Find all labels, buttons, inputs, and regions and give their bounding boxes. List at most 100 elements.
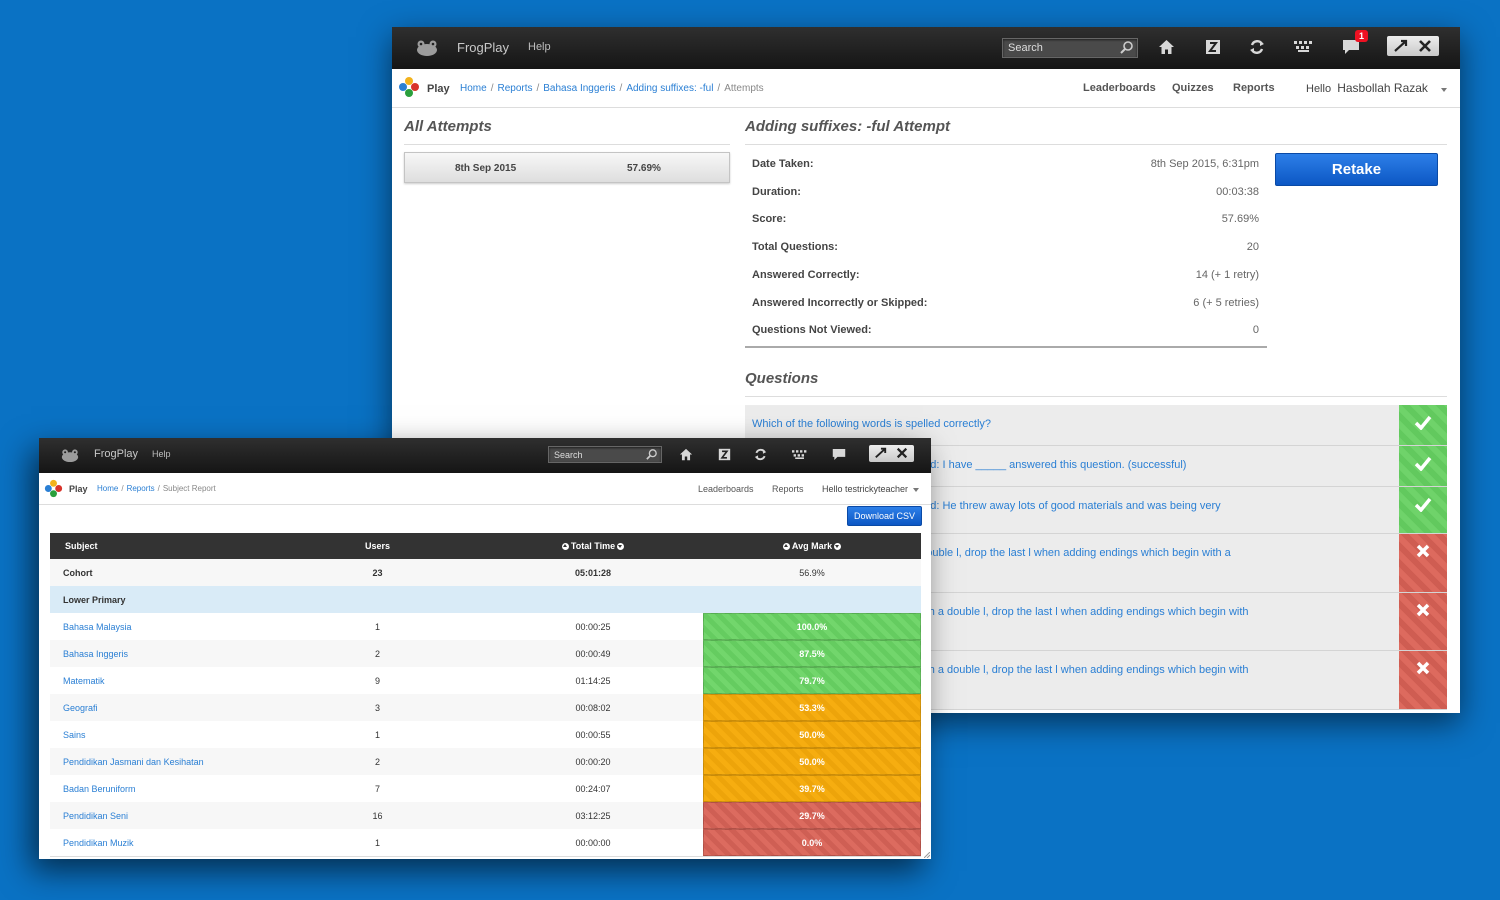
avg-mark-value: 50.0%	[703, 721, 921, 748]
user-menu[interactable]: Hello testrickyteacher	[822, 484, 909, 494]
menu-reports[interactable]: Reports	[1233, 82, 1275, 94]
users-value: 1	[374, 729, 380, 740]
avg-mark-value: 79.7%	[703, 667, 921, 694]
check-icon	[1414, 497, 1432, 512]
sync-icon[interactable]	[1249, 39, 1265, 55]
header-users-label: Users	[364, 541, 391, 551]
cohort-total-time: 05:01:28	[574, 567, 612, 578]
search-icon[interactable]	[1120, 41, 1133, 54]
play-label[interactable]: Play	[69, 484, 88, 494]
subject-link[interactable]: Badan Beruniform	[63, 783, 136, 794]
correct-mark	[1399, 487, 1447, 533]
stat-label: Answered Correctly:	[752, 268, 860, 281]
menu-leaderboards[interactable]: Leaderboards	[698, 484, 754, 494]
user-menu[interactable]: Hello Hasbollah Razak	[1306, 81, 1428, 95]
table-header: Subject Users Total Time Avg Mark	[50, 533, 921, 559]
minimize-icon[interactable]	[1393, 39, 1408, 53]
header-subject[interactable]: Subject	[65, 533, 265, 559]
header-total-time-label: Total Time	[570, 541, 616, 551]
total-time-value: 00:00:55	[575, 729, 611, 740]
divider	[745, 144, 1447, 145]
search-input[interactable]	[1002, 38, 1138, 58]
apps-icon[interactable]	[1205, 39, 1221, 55]
users-value: 3	[374, 702, 380, 713]
hello-label: Hello	[1306, 83, 1332, 95]
window-controls	[869, 445, 914, 462]
download-csv-button[interactable]: Download CSV	[847, 506, 922, 526]
chevron-down-icon[interactable]	[913, 488, 919, 492]
help-link[interactable]: Help	[528, 41, 551, 53]
subject-link[interactable]: Pendidikan Seni	[63, 810, 129, 821]
correct-mark	[1399, 405, 1447, 445]
breadcrumb-subject[interactable]: Bahasa Inggeris	[543, 83, 616, 94]
questions-title: Questions	[745, 370, 819, 387]
sync-icon[interactable]	[754, 448, 767, 461]
minimize-icon[interactable]	[874, 447, 887, 459]
attempt-row[interactable]: 8th Sep 2015 57.69%	[404, 152, 730, 183]
x-icon	[1416, 544, 1430, 558]
window-controls	[1387, 36, 1439, 56]
avg-mark-value: 50.0%	[703, 748, 921, 775]
table-row: Bahasa Malaysia 1 00:00:25 100.0%	[50, 613, 921, 641]
users-value: 2	[374, 756, 380, 767]
play-logo-icon[interactable]	[44, 479, 63, 498]
breadcrumb-home[interactable]: Home	[460, 83, 487, 94]
total-time-value: 03:12:25	[575, 810, 611, 821]
divider	[404, 144, 730, 145]
group-label: Lower Primary	[63, 594, 126, 605]
avg-mark-value: 39.7%	[703, 775, 921, 802]
subject-link[interactable]: Pendidikan Jasmani dan Kesihatan	[63, 756, 204, 767]
menu-quizzes[interactable]: Quizzes	[1172, 82, 1214, 94]
subject-report-window: FrogPlay Help	[39, 438, 931, 859]
frog-logo-icon[interactable]	[416, 40, 438, 56]
close-icon[interactable]	[896, 447, 908, 459]
apps-icon[interactable]	[718, 448, 731, 461]
breadcrumb-reports[interactable]: Reports	[497, 83, 533, 94]
help-link[interactable]: Help	[152, 449, 171, 459]
breadcrumb-quiz[interactable]: Adding suffixes: -ful	[626, 83, 714, 94]
home-icon[interactable]	[679, 448, 693, 461]
divider	[745, 396, 1447, 397]
breadcrumb-reports[interactable]: Reports	[126, 484, 155, 493]
chat-icon[interactable]	[832, 448, 846, 461]
close-icon[interactable]	[1418, 39, 1432, 53]
search-icon[interactable]	[646, 449, 657, 460]
breadcrumb-current: Attempts	[724, 83, 764, 94]
play-logo-icon[interactable]	[398, 76, 420, 98]
table-row: Pendidikan Jasmani dan Kesihatan 2 00:00:2…	[50, 748, 921, 776]
frog-logo-icon[interactable]	[61, 449, 79, 462]
subject-link[interactable]: Sains	[63, 729, 86, 740]
retake-button[interactable]: Retake	[1275, 153, 1438, 186]
subject-link[interactable]: Matematik	[63, 675, 105, 686]
keyboard-icon[interactable]	[1294, 41, 1314, 53]
header-avg-mark[interactable]: Avg Mark	[703, 533, 921, 559]
cohort-row: Cohort 23 05:01:28 56.9%	[50, 559, 921, 587]
subject-link[interactable]: Bahasa Malaysia	[63, 621, 132, 632]
header-users[interactable]: Users	[310, 533, 445, 559]
sort-up-icon	[782, 542, 790, 550]
breadcrumb: Home / Reports / Bahasa Inggeris / Adding suff…	[460, 83, 764, 94]
menu-leaderboards[interactable]: Leaderboards	[1083, 82, 1156, 94]
subject-link[interactable]: Geografi	[63, 702, 98, 713]
resize-handle-icon[interactable]	[924, 852, 930, 858]
chevron-down-icon[interactable]	[1441, 88, 1447, 92]
breadcrumb-home[interactable]: Home	[97, 484, 119, 493]
brand-name[interactable]: FrogPlay	[94, 448, 139, 460]
chat-icon[interactable]	[1342, 39, 1360, 55]
brand-name[interactable]: FrogPlay	[457, 40, 510, 55]
total-time-value: 00:00:20	[575, 756, 611, 767]
subject-link[interactable]: Pendidikan Muzik	[63, 837, 134, 848]
avg-mark-value: 100.0%	[703, 613, 921, 640]
header-total-time[interactable]: Total Time	[485, 533, 701, 559]
question-text[interactable]: Which of the following words is spelled …	[752, 418, 992, 430]
table-row: Bahasa Inggeris 2 00:00:49 87.5%	[50, 640, 921, 668]
stat-value: 8th Sep 2015, 6:31pm	[1150, 158, 1259, 170]
subject-link[interactable]: Bahasa Inggeris	[63, 648, 129, 659]
keyboard-icon[interactable]	[792, 450, 808, 460]
search-input[interactable]	[548, 446, 662, 463]
cohort-users: 23	[372, 567, 383, 578]
menu-reports[interactable]: Reports	[772, 484, 804, 494]
home-icon[interactable]	[1158, 39, 1175, 55]
user-name: Hasbollah Razak	[1337, 81, 1428, 95]
play-label[interactable]: Play	[427, 83, 450, 95]
